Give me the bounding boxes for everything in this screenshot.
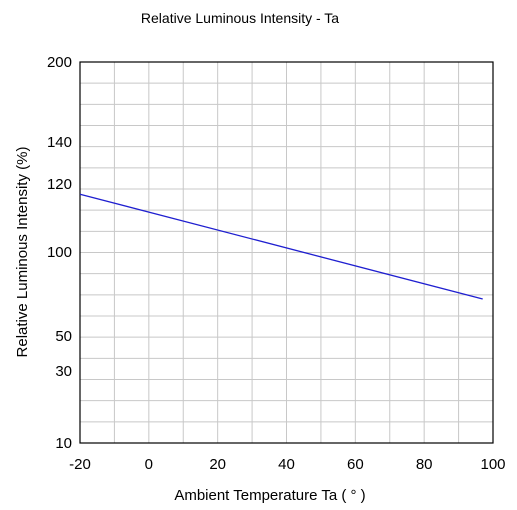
x-axis-ticks: -20 0 20 40 60 80 100 bbox=[69, 456, 505, 473]
y-axis-label: Relative Luminous Intensity (%) bbox=[14, 147, 31, 358]
grid bbox=[80, 62, 493, 443]
x-tick-label: -20 bbox=[69, 456, 91, 473]
y-tick-label: 120 bbox=[47, 176, 72, 193]
x-tick-label: 20 bbox=[209, 456, 226, 473]
y-tick-label: 10 bbox=[55, 435, 72, 452]
series-layer bbox=[79, 193, 483, 300]
x-tick-label: 40 bbox=[278, 456, 295, 473]
x-tick-label: 60 bbox=[347, 456, 364, 473]
plot-frame bbox=[79, 61, 494, 444]
y-tick-label: 100 bbox=[47, 244, 72, 261]
series-line bbox=[79, 193, 483, 300]
x-axis-label: Ambient Temperature Ta ( ° ) bbox=[174, 487, 365, 504]
chart-title: Relative Luminous Intensity - Ta bbox=[141, 10, 339, 26]
y-tick-label: 50 bbox=[55, 328, 72, 345]
y-tick-label: 30 bbox=[55, 363, 72, 380]
y-tick-label: 200 bbox=[47, 54, 72, 71]
y-tick-label: 140 bbox=[47, 134, 72, 151]
x-tick-label: 0 bbox=[145, 456, 153, 473]
x-tick-label: 80 bbox=[416, 456, 433, 473]
y-axis-ticks: 200 140 120 100 50 30 10 bbox=[47, 54, 72, 452]
x-tick-label: 100 bbox=[480, 456, 505, 473]
